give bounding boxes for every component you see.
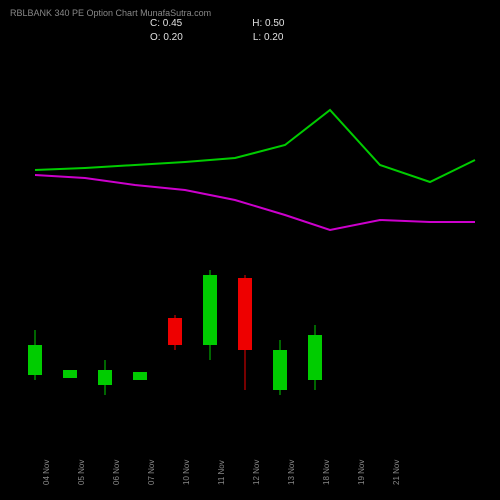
x-axis-label: 10 Nov: [182, 460, 191, 485]
open-value: O: 0.20: [150, 32, 183, 43]
candle: [63, 50, 77, 450]
x-axis-label: 06 Nov: [112, 460, 121, 485]
low-value: L: 0.20: [253, 32, 284, 43]
candle: [133, 50, 147, 450]
x-axis-label: 11 Nov: [217, 460, 226, 485]
x-axis-label: 12 Nov: [252, 460, 261, 485]
x-axis-labels: 04 Nov 05 Nov 06 Nov 07 Nov 10 Nov 11 Nov 12 N…: [0, 450, 500, 490]
close-value: C: 0.45: [150, 18, 182, 29]
candle: [308, 50, 322, 450]
chart-title: RBLBANK 340 PE Option Chart MunafaSutra.…: [10, 8, 211, 18]
high-value: H: 0.50: [252, 18, 284, 29]
x-axis-label: 04 Nov: [42, 460, 51, 485]
x-axis-label: 19 Nov: [357, 460, 366, 485]
candle: [238, 50, 252, 450]
x-axis-label: 05 Nov: [77, 460, 86, 485]
ohlc-row-1: C: 0.45 H: 0.50: [150, 18, 285, 29]
candle: [168, 50, 182, 450]
x-axis-label: 21 Nov: [392, 460, 401, 485]
candle: [98, 50, 112, 450]
candle: [203, 50, 217, 450]
x-axis-label: 18 Nov: [322, 460, 331, 485]
candle: [28, 50, 42, 450]
x-axis-label: 07 Nov: [147, 460, 156, 485]
ohlc-row-2: O: 0.20 L: 0.20: [150, 32, 283, 43]
candlestick-series: [0, 50, 500, 450]
x-axis-label: 13 Nov: [287, 460, 296, 485]
candle: [273, 50, 287, 450]
